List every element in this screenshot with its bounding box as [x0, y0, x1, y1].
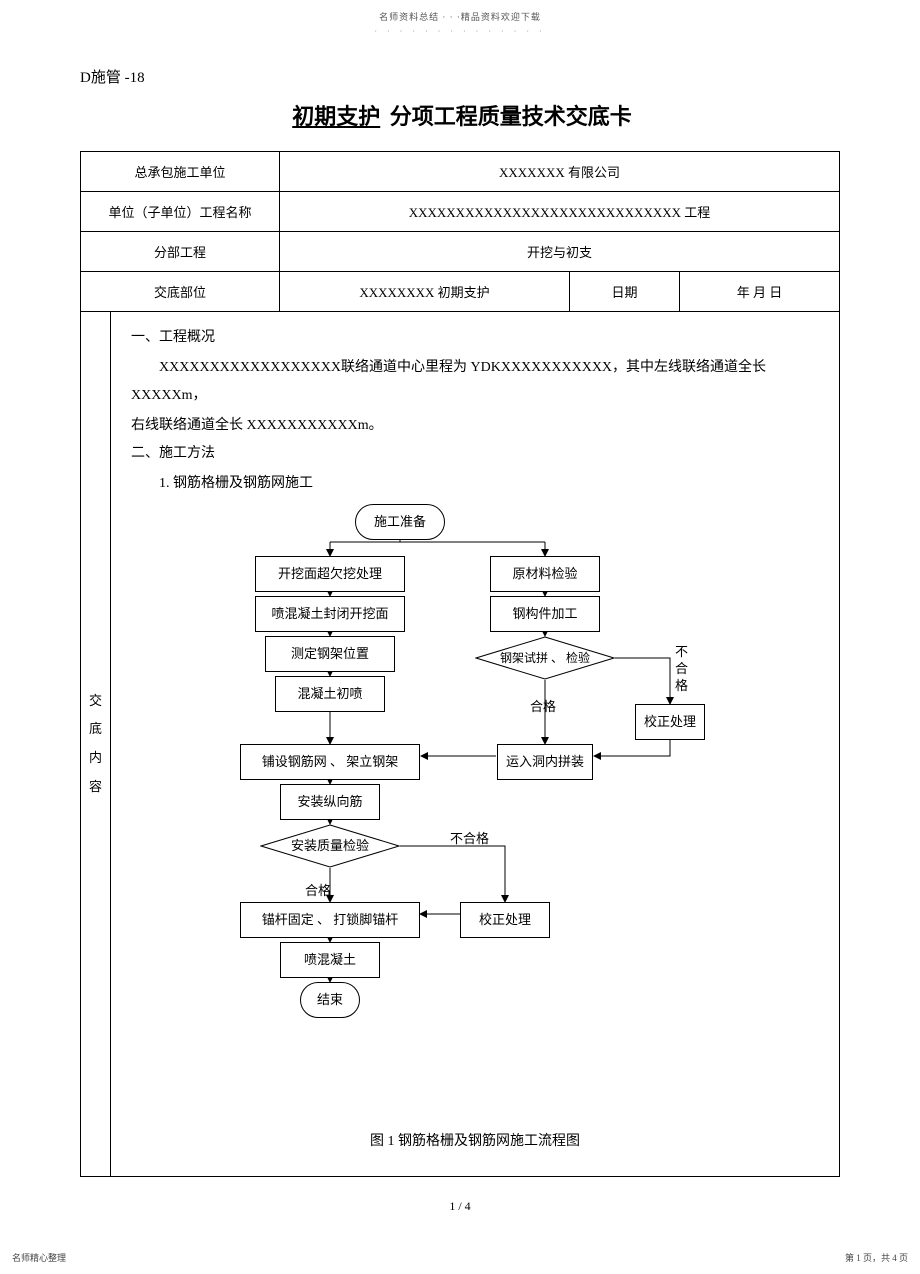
cell-date-value: 年 月 日	[680, 272, 840, 312]
flow-node: 测定钢架位置	[265, 636, 395, 672]
flow-node: 铺设钢筋网 、 架立钢架	[240, 744, 420, 780]
title-underline: 初期支护	[288, 99, 384, 131]
flow-label-fail-vert: 不 合 格	[675, 644, 688, 695]
table-row: 总承包施工单位 XXXXXXX 有限公司	[81, 152, 840, 192]
flow-label-pass: 合格	[530, 694, 556, 720]
flow-node: 运入洞内拼装	[497, 744, 593, 780]
flow-node: 锚杆固定 、 打锁脚锚杆	[240, 902, 420, 938]
flow-decision: 钢架试拼 、 检验	[475, 636, 615, 680]
paragraph: XXXXXXXXXXXXXXXXXX联络通道中心里程为 YDKXXXXXXXXX…	[131, 354, 819, 410]
flow-label-fail: 不合格	[450, 826, 489, 852]
flow-node: 校正处理	[635, 704, 705, 740]
heading-2: 二、施工方法	[131, 440, 819, 468]
heading-1: 一、工程概况	[131, 324, 819, 352]
table-row: 分部工程 开挖与初支	[81, 232, 840, 272]
flow-terminal-end: 结束	[300, 982, 360, 1018]
footer-left: 名师精心整理	[12, 1251, 66, 1264]
figure-caption: 图 1 钢筋格栅及钢筋网施工流程图	[131, 1128, 819, 1156]
doc-code: D施管 -18	[80, 66, 840, 87]
table-row: 交底部位 XXXXXXXX 初期支护 日期 年 月 日	[81, 272, 840, 312]
form-table: 总承包施工单位 XXXXXXX 有限公司 单位（子单位）工程名称 XXXXXXX…	[80, 151, 840, 1177]
table-row: 单位（子单位）工程名称 XXXXXXXXXXXXXXXXXXXXXXXXXXXX…	[81, 192, 840, 232]
flow-node: 开挖面超欠挖处理	[255, 556, 405, 592]
footer-right: 第 1 页，共 4 页	[845, 1251, 908, 1264]
flow-node: 喷混凝土	[280, 942, 380, 978]
cell-date-label: 日期	[570, 272, 680, 312]
cell-contractor-value: XXXXXXX 有限公司	[280, 152, 840, 192]
cell-unitname-value: XXXXXXXXXXXXXXXXXXXXXXXXXXXXX 工程	[280, 192, 840, 232]
flow-node: 安装纵向筋	[280, 784, 380, 820]
cell-part-value: XXXXXXXX 初期支护	[280, 272, 570, 312]
cell-section-label: 分部工程	[81, 232, 280, 272]
sub-item: 1. 钢筋格栅及钢筋网施工	[131, 470, 819, 498]
side-label: 交 底 内 容	[81, 312, 111, 1177]
flow-node: 校正处理	[460, 902, 550, 938]
paragraph: 右线联络通道全长 XXXXXXXXXXXm。	[131, 412, 819, 440]
page-title: 初期支护 分项工程质量技术交底卡	[80, 99, 840, 131]
header-dots: · · · · · · · · · · · · · ·	[80, 27, 840, 36]
cell-contractor-label: 总承包施工单位	[81, 152, 280, 192]
header-top: 名师资料总结 · · ·精品资料欢迎下载	[80, 10, 840, 23]
flow-node: 原材料检验	[490, 556, 600, 592]
flow-label-pass: 合格	[305, 878, 331, 904]
flow-decision-label: 安装质量检验	[260, 833, 400, 859]
cell-part-label: 交底部位	[81, 272, 280, 312]
flow-terminal-start: 施工准备	[355, 504, 445, 540]
flowchart: 施工准备 开挖面超欠挖处理 喷混凝土封闭开挖面 测定钢架位置 混凝土初喷 铺设钢…	[225, 504, 725, 1124]
title-rest: 分项工程质量技术交底卡	[390, 104, 632, 129]
flow-decision: 安装质量检验	[260, 824, 400, 868]
flow-node: 混凝土初喷	[275, 676, 385, 712]
content-cell: 一、工程概况 XXXXXXXXXXXXXXXXXX联络通道中心里程为 YDKXX…	[111, 312, 840, 1177]
cell-unitname-label: 单位（子单位）工程名称	[81, 192, 280, 232]
flow-decision-label: 钢架试拼 、 检验	[475, 646, 615, 670]
flow-node: 喷混凝土封闭开挖面	[255, 596, 405, 632]
flow-node: 钢构件加工	[490, 596, 600, 632]
cell-section-value: 开挖与初支	[280, 232, 840, 272]
page-number: 1 / 4	[0, 1199, 920, 1214]
table-row: 交 底 内 容 一、工程概况 XXXXXXXXXXXXXXXXXX联络通道中心里…	[81, 312, 840, 1177]
